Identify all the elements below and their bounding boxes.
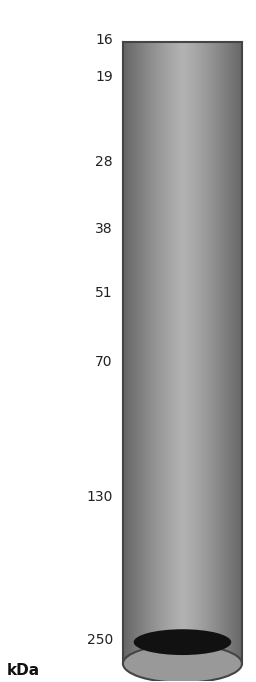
Text: 130: 130: [87, 490, 113, 504]
Text: 38: 38: [95, 222, 113, 236]
Text: A: A: [177, 640, 188, 655]
Ellipse shape: [123, 644, 242, 682]
Text: 250: 250: [87, 633, 113, 647]
Text: 28: 28: [95, 155, 113, 169]
Text: kDa: kDa: [6, 663, 40, 678]
Text: 19: 19: [95, 70, 113, 85]
Ellipse shape: [134, 629, 231, 655]
Text: 70: 70: [95, 355, 113, 369]
Text: 16: 16: [95, 33, 113, 47]
Text: 51: 51: [95, 286, 113, 300]
